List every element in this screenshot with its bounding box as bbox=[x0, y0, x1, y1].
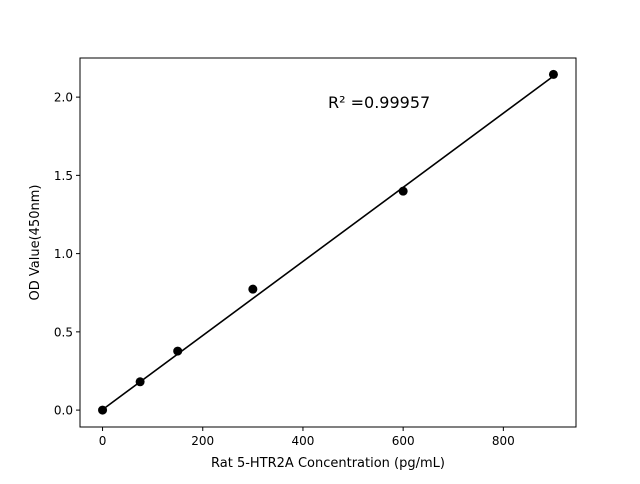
r-squared-annotation: R² =0.99957 bbox=[328, 93, 430, 112]
y-tick-label: 1.0 bbox=[54, 247, 73, 261]
y-tick-label: 1.5 bbox=[54, 169, 73, 183]
x-tick-label: 400 bbox=[291, 434, 314, 448]
y-axis-label: OD Value(450nm) bbox=[28, 185, 43, 301]
data-point bbox=[548, 69, 558, 79]
data-point bbox=[173, 346, 183, 356]
x-tick-label: 600 bbox=[392, 434, 415, 448]
data-point bbox=[248, 284, 258, 294]
x-tick-label: 800 bbox=[492, 434, 515, 448]
x-axis-label: Rat 5-HTR2A Concentration (pg/mL) bbox=[211, 456, 445, 471]
data-point bbox=[135, 377, 145, 387]
y-tick-label: 0.5 bbox=[54, 325, 73, 339]
x-tick-label: 200 bbox=[191, 434, 214, 448]
x-tick-label: 0 bbox=[99, 434, 107, 448]
data-point bbox=[98, 405, 108, 415]
y-tick-label: 0.0 bbox=[54, 404, 73, 418]
data-point bbox=[398, 186, 408, 196]
y-tick-label: 2.0 bbox=[54, 91, 73, 105]
